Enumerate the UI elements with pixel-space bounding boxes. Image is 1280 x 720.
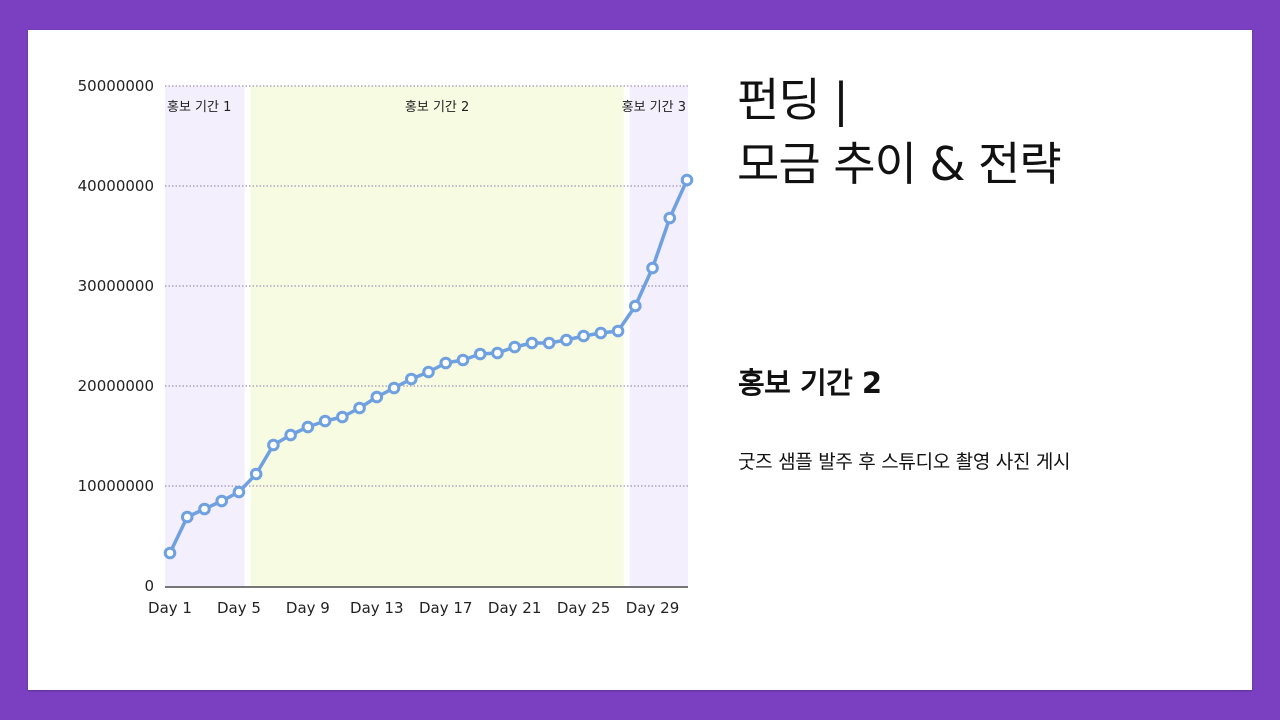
x-tick-label: Day 21 xyxy=(488,599,541,617)
data-point[interactable] xyxy=(473,347,487,361)
data-point[interactable] xyxy=(594,326,608,340)
y-tick-label: 40000000 xyxy=(78,177,154,195)
x-tick-label: Day 29 xyxy=(626,599,679,617)
data-point[interactable] xyxy=(422,365,435,379)
data-point[interactable] xyxy=(629,299,642,313)
data-point[interactable] xyxy=(680,173,694,187)
y-tick-label: 20000000 xyxy=(78,377,154,395)
data-point[interactable] xyxy=(318,414,332,428)
promo-band-2 xyxy=(250,86,624,586)
data-point[interactable] xyxy=(284,428,297,442)
period-heading: 홍보 기간 2 xyxy=(738,366,882,400)
data-point[interactable] xyxy=(491,346,504,360)
data-point[interactable] xyxy=(663,211,677,225)
promo-band-label: 홍보 기간 1 xyxy=(167,100,231,115)
data-point[interactable] xyxy=(439,356,453,370)
data-point[interactable] xyxy=(267,438,280,452)
title-line-1: 펀딩 | xyxy=(737,73,849,127)
data-point[interactable] xyxy=(370,390,384,404)
x-tick-label: Day 25 xyxy=(557,599,610,617)
promo-band-1 xyxy=(165,86,245,586)
data-point[interactable] xyxy=(215,494,228,508)
x-tick-label: Day 13 xyxy=(350,599,403,617)
data-point[interactable] xyxy=(542,336,556,350)
data-point[interactable] xyxy=(387,381,401,395)
data-point[interactable] xyxy=(525,336,539,350)
data-point[interactable] xyxy=(336,410,349,424)
period-description: 굿즈 샘플 발주 후 스튜디오 촬영 사진 게시 xyxy=(738,451,1071,473)
data-point[interactable] xyxy=(646,261,659,275)
data-point[interactable] xyxy=(611,324,625,338)
data-point[interactable] xyxy=(180,510,194,524)
slide-title: 펀딩 | 모금 추이 & 전략 xyxy=(737,68,1062,196)
data-point[interactable] xyxy=(456,353,470,367)
data-point[interactable] xyxy=(163,546,177,560)
data-point[interactable] xyxy=(249,467,263,481)
x-tick-label: Day 9 xyxy=(286,599,330,617)
promo-band-label: 홍보 기간 2 xyxy=(405,100,469,115)
data-point[interactable] xyxy=(232,485,246,499)
x-tick-label: Day 1 xyxy=(148,599,192,617)
data-point[interactable] xyxy=(508,340,521,354)
data-point[interactable] xyxy=(353,401,366,415)
y-tick-label: 0 xyxy=(144,577,154,595)
data-point[interactable] xyxy=(198,502,211,516)
x-tick-label: Day 17 xyxy=(419,599,472,617)
title-line-2: 모금 추이 & 전략 xyxy=(737,137,1062,191)
funding-line-chart: 홍보 기간 1 홍보 기간 2 홍보 기간 3 0 10000000 20000000 30… xyxy=(78,77,694,617)
y-tick-label: 10000000 xyxy=(78,477,154,495)
promo-band-3 xyxy=(629,86,688,586)
data-point[interactable] xyxy=(560,333,573,347)
data-point[interactable] xyxy=(404,372,418,386)
data-point[interactable] xyxy=(301,420,315,434)
data-point[interactable] xyxy=(577,329,590,343)
y-tick-label: 30000000 xyxy=(78,277,154,295)
x-tick-label: Day 5 xyxy=(217,599,261,617)
promo-band-label: 홍보 기간 3 xyxy=(622,100,686,115)
y-tick-label: 50000000 xyxy=(78,77,154,95)
